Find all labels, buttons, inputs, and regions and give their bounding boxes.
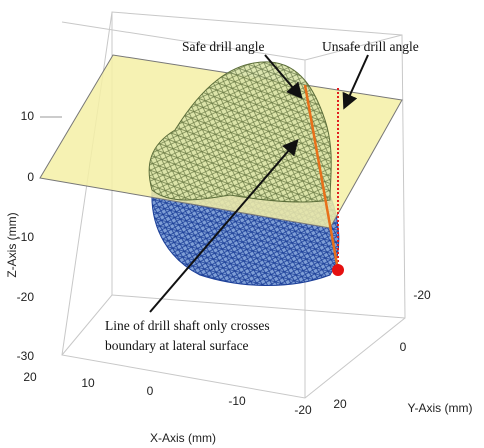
annotation: Safe drill angle [182, 39, 264, 54]
annotation: boundary at lateral surface [105, 338, 249, 353]
z-tick-label: 0 [27, 170, 34, 184]
x-tick-label: -20 [294, 403, 312, 417]
x-axis-label: X-Axis (mm) [150, 431, 216, 445]
x-tick-label: 10 [81, 376, 95, 390]
y-tick-label: 0 [400, 340, 407, 354]
z-tick-label: -20 [17, 290, 35, 304]
x-tick-label: -10 [228, 394, 246, 408]
z-tick-label: -30 [17, 349, 35, 363]
figure: Safe drill angle Unsafe drill angle Line… [0, 0, 484, 448]
x-tick-label: 20 [23, 370, 37, 384]
x-tick-label: 0 [147, 384, 154, 398]
y-tick-label: -20 [413, 288, 431, 302]
z-tick-label: -10 [17, 230, 35, 244]
entry-point [332, 264, 344, 276]
z-axis-label: Z-Axis (mm) [5, 212, 19, 277]
annotation: Unsafe drill angle [322, 39, 419, 54]
annotation: Line of drill shaft only crosses [105, 318, 270, 333]
y-axis-label: Y-Axis (mm) [408, 401, 473, 415]
y-tick-label: 20 [333, 397, 347, 411]
z-tick-label: 10 [21, 109, 35, 123]
